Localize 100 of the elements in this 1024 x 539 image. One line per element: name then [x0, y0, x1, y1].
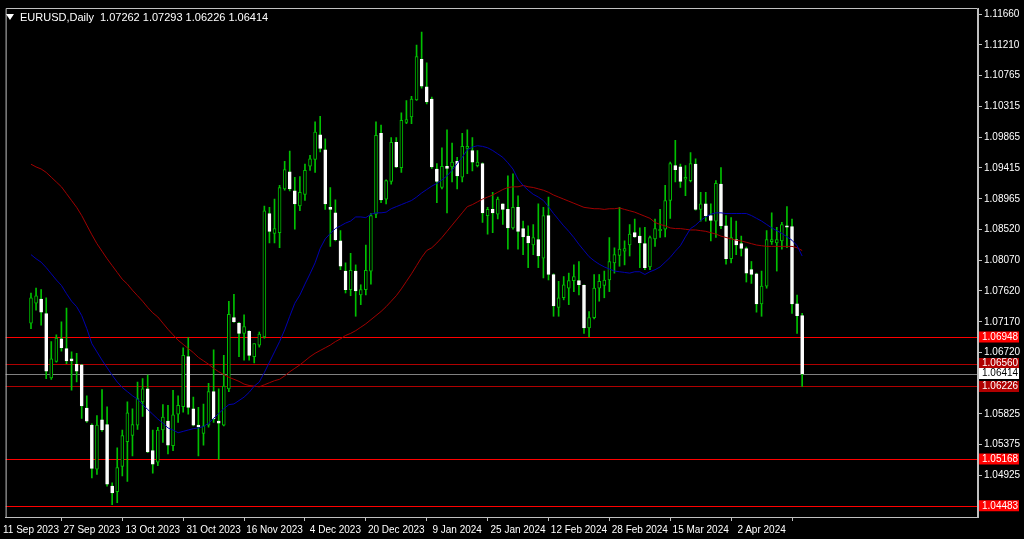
- x-tick-label: 13 Oct 2023: [125, 523, 181, 535]
- candlestick: [389, 137, 394, 185]
- candlestick: [186, 337, 191, 415]
- candlestick: [561, 276, 566, 301]
- y-tick-label: 1.08070: [984, 253, 1021, 265]
- candlestick: [566, 272, 571, 305]
- x-tick-label: 27 Sep 2023: [63, 523, 121, 535]
- candlestick: [39, 289, 43, 326]
- candlestick: [298, 176, 302, 212]
- y-tick-label: 1.06720: [984, 346, 1021, 358]
- ref-line-label: 1.04483: [982, 499, 1019, 511]
- x-tick-label: 20 Dec 2023: [367, 523, 426, 535]
- candlestick: [242, 314, 246, 361]
- y-tick-label: 1.10315: [984, 100, 1021, 112]
- candlestick: [724, 215, 728, 265]
- x-tick-label: 25 Jan 2024: [490, 523, 546, 535]
- y-tick-label: 1.04925: [984, 469, 1021, 481]
- candlestick: [247, 330, 251, 361]
- y-tick-label: 1.09415: [984, 161, 1021, 173]
- y-tick-label: 1.05375: [984, 438, 1021, 450]
- candlestick: [597, 274, 602, 302]
- candlestick: [176, 395, 180, 423]
- y-tick-label: 1.10765: [984, 69, 1021, 81]
- candlestick: [29, 292, 33, 329]
- candlestick: [369, 213, 373, 285]
- candlestick: [69, 351, 74, 391]
- candlestick: [531, 224, 536, 255]
- candlestick: [100, 389, 104, 432]
- candlestick: [292, 176, 297, 230]
- candlestick: [156, 426, 160, 466]
- candlestick: [648, 235, 652, 271]
- candlestick: [683, 165, 688, 197]
- candlestick: [115, 447, 120, 503]
- candlestick: [785, 206, 789, 249]
- candlestick: [653, 218, 657, 247]
- candlestick: [602, 270, 607, 299]
- y-tick-label: 1.11660: [984, 7, 1020, 19]
- candlestick: [582, 284, 586, 334]
- candlestick: [637, 227, 642, 268]
- candlestick: [800, 313, 804, 387]
- candlestick: [221, 355, 226, 427]
- candlestick: [227, 300, 231, 392]
- candlestick: [120, 429, 125, 477]
- candlestick: [150, 429, 155, 474]
- candlestick: [79, 363, 84, 419]
- candlestick: [622, 240, 627, 266]
- ref-line-label: 1.06226: [982, 380, 1019, 392]
- x-tick-label: 9 Jan 2024: [432, 523, 483, 535]
- candlestick: [739, 235, 744, 257]
- candlestick: [353, 264, 358, 317]
- candlestick: [643, 226, 647, 271]
- candlestick: [511, 173, 515, 230]
- candlestick: [698, 191, 703, 222]
- candlestick: [358, 284, 363, 305]
- candlestick: [232, 294, 236, 323]
- x-tick-label: 2 Apr 2024: [737, 523, 787, 535]
- candlestick: [328, 187, 333, 247]
- candlestick: [379, 124, 383, 203]
- candlestick: [769, 212, 774, 245]
- y-tick-label: 1.08965: [984, 192, 1021, 204]
- candlestick: [237, 322, 241, 358]
- candlestick: [303, 163, 307, 201]
- candlestick: [663, 185, 667, 238]
- candlestick: [44, 297, 49, 379]
- candlestick: [95, 415, 99, 475]
- candlestick: [440, 147, 444, 190]
- candlestick: [516, 195, 520, 250]
- candlestick: [364, 244, 368, 296]
- candlestick: [709, 203, 713, 242]
- candlestick: [521, 220, 525, 255]
- ref-line-label: 1.06948: [982, 330, 1019, 342]
- x-tick-label: 15 Mar 2024: [672, 523, 730, 535]
- candlestick: [394, 137, 399, 168]
- ref-line-label: 1.06560: [982, 357, 1019, 369]
- candlestick: [465, 129, 470, 175]
- candlestick: [181, 347, 186, 413]
- candlestick: [790, 218, 794, 314]
- chart-title: EURUSD,Daily: [20, 11, 94, 23]
- candlestick: [110, 482, 114, 505]
- ref-line-label: 1.05168: [982, 452, 1019, 464]
- x-tick-label: 4 Dec 2023: [309, 523, 362, 535]
- candlestick: [592, 274, 596, 320]
- candlestick: [490, 191, 495, 234]
- candlestick: [460, 133, 465, 183]
- candlestick: [500, 203, 505, 225]
- candlestick: [145, 374, 150, 453]
- candlestick: [577, 261, 581, 296]
- candlestick: [171, 389, 175, 451]
- y-tick-label: 1.09865: [984, 130, 1021, 142]
- candlestick: [668, 161, 673, 219]
- candlestick: [435, 163, 439, 203]
- candlestick: [587, 311, 591, 338]
- candlestick: [495, 196, 500, 220]
- candlestick: [90, 423, 94, 479]
- x-tick-label: 11 Sep 2023: [3, 523, 60, 535]
- candlestick: [323, 138, 328, 210]
- candlestick: [719, 167, 723, 229]
- x-tick-label: 31 Oct 2023: [186, 523, 242, 535]
- candlestick: [287, 150, 292, 192]
- candlestick: [774, 226, 779, 272]
